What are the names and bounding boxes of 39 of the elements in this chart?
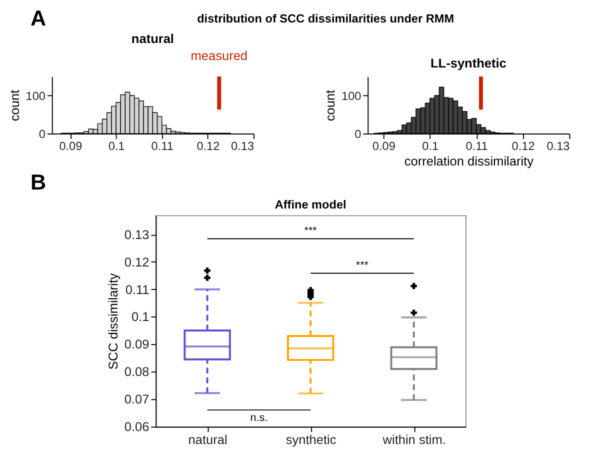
- y-tick-label: 0.09: [124, 336, 150, 352]
- y-tick-label: 0: [354, 126, 362, 141]
- text: B: [30, 170, 46, 195]
- annotation: ***: [304, 224, 318, 237]
- x-tick-label: 0.13: [231, 138, 254, 153]
- x-tick-label: 0.11: [151, 138, 174, 153]
- x-tick-label: synthetic: [286, 432, 337, 447]
- y-tick-label: 0.07: [124, 392, 150, 407]
- y-tick-label: 100: [342, 88, 362, 103]
- y-axis-title: count: [6, 89, 22, 122]
- x-axis-title: correlation dissimilarity: [404, 154, 534, 169]
- x-tick-label: within stim.: [382, 432, 446, 447]
- y-tick-label: 0.11: [125, 282, 150, 297]
- text: A: [30, 5, 46, 30]
- x-tick-label: 0.1: [422, 138, 439, 153]
- y-tick-label: 0.06: [124, 419, 150, 434]
- y-tick-label: 100: [26, 88, 46, 103]
- x-tick-label: 0.09: [372, 138, 396, 153]
- annotation: n.s.: [250, 412, 268, 424]
- x-tick-label: 0.13: [546, 138, 570, 153]
- chart-title: Affine model: [274, 197, 346, 212]
- y-axis-title: count: [322, 89, 338, 122]
- annotation: ***: [356, 259, 370, 272]
- y-tick-label: 0: [38, 126, 46, 141]
- y-tick-label: 0.12: [124, 254, 150, 270]
- x-tick-label: 0.12: [196, 138, 220, 153]
- y-tick-label: 0.13: [124, 226, 150, 242]
- y-tick-label: 0.1: [132, 309, 150, 324]
- chart-title: natural: [131, 31, 174, 46]
- text: distribution of SCC dissimilarities under RMM: [197, 11, 454, 26]
- y-tick-label: 0.08: [124, 364, 150, 380]
- x-tick-label: 0.09: [59, 138, 82, 153]
- y-axis-title: SCC dissimilarity: [105, 272, 120, 370]
- chart-title: LL-synthetic: [430, 56, 506, 71]
- ref-line-label: measured: [190, 48, 248, 63]
- x-tick-label: 0.1: [108, 138, 125, 153]
- x-tick-label: 0.11: [466, 138, 488, 153]
- x-tick-label: 0.12: [512, 138, 535, 153]
- x-tick-label: natural: [188, 432, 228, 447]
